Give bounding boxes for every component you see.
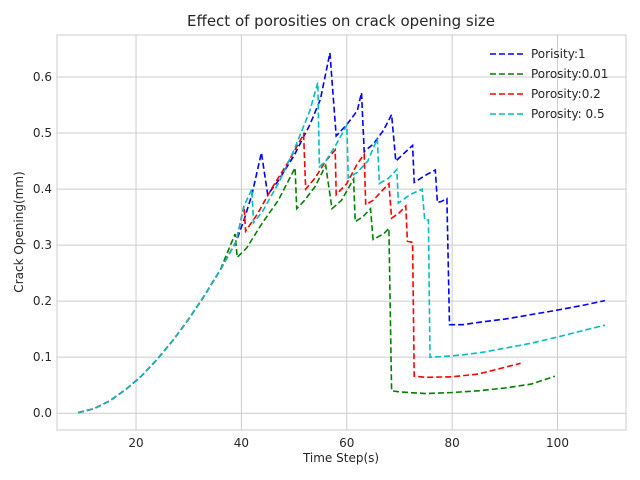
legend-label: Porisity:1: [531, 47, 586, 61]
tick-labels: 20 40 60 80 100 0.0 0.1 0.2 0.3 0.4 0.5 0.6: [33, 70, 569, 450]
legend-label: Porosity:0.2: [531, 87, 601, 101]
x-tick-label: 20: [128, 436, 143, 450]
y-tick-label: 0.3: [33, 238, 52, 252]
series-line-2: [77, 131, 521, 414]
plot-frame: [56, 34, 627, 431]
y-tick-label: 0.0: [33, 406, 52, 420]
y-tick-label: 0.4: [33, 182, 52, 196]
y-tick-label: 0.2: [33, 294, 52, 308]
legend: Porisity:1 Porosity:0.01 Porosity:0.2 Poros…: [490, 47, 608, 121]
x-tick-label: 40: [234, 436, 249, 450]
y-tick-label: 0.1: [33, 350, 52, 364]
legend-label: Porosity: 0.5: [531, 107, 605, 121]
series-line-0: [77, 52, 606, 414]
x-tick-label: 100: [546, 436, 569, 450]
grid: [57, 35, 626, 430]
x-tick-label: 60: [339, 436, 354, 450]
legend-label: Porosity:0.01: [531, 67, 608, 81]
series-line-3: [77, 82, 606, 414]
chart-title: Effect of porosities on crack opening si…: [187, 12, 495, 30]
series-layer: [77, 52, 606, 414]
y-tick-label: 0.6: [33, 70, 52, 84]
x-axis-label: Time Step(s): [302, 451, 379, 465]
series-line-1: [77, 162, 556, 414]
y-tick-label: 0.5: [33, 126, 52, 140]
x-tick-label: 80: [444, 436, 459, 450]
y-axis-label: Crack Opening(mm): [12, 171, 26, 292]
